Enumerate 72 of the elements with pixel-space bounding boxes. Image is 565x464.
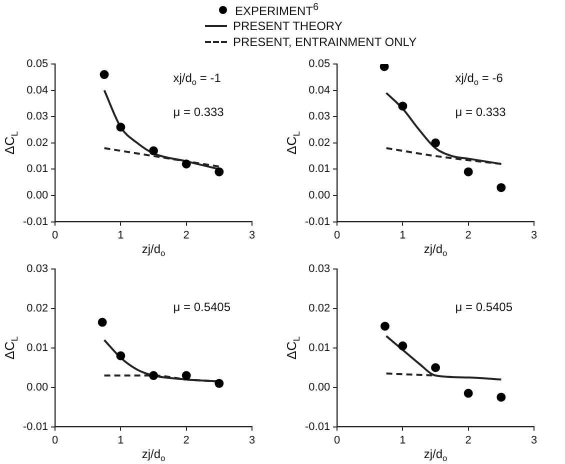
y-tick-label: 0.03 [26,110,48,123]
y-tick-label: 0.03 [308,110,330,123]
point [116,122,126,132]
point [149,146,158,156]
y-tick-label: 0.00 [26,190,48,202]
point [214,378,224,388]
x-tick-label: 0 [334,434,340,446]
point [98,318,107,327]
y-tick-label: -0.01 [304,216,330,228]
y-tick-label: 0.00 [26,381,48,394]
annotation: μ = 0.333 [455,105,506,119]
point [464,388,473,398]
y-axis-title: ΔCL [2,336,20,360]
y-tick-label: 0.02 [308,302,330,314]
point [464,167,473,176]
point [149,371,158,380]
y-tick-label: -0.01 [22,420,48,433]
y-tick-label: -0.01 [22,216,48,228]
point [431,363,440,372]
legend-label: PRESENT, ENTRAINMENT ONLY [233,35,417,49]
y-tick-label: 0.01 [26,163,48,176]
x-tick-label: 3 [248,434,256,446]
x-tick-label: 2 [183,229,190,242]
line-series [385,335,502,380]
x-tick-label: 1 [118,229,124,242]
x-tick-label: 1 [400,229,406,242]
x-tick-label: 1 [400,434,406,446]
y-tick-label: 0.02 [26,302,48,314]
x-tick-label: 3 [530,229,538,242]
x-tick-label: 3 [248,229,256,242]
x-tick-label: 3 [530,434,538,446]
annotation: μ = 0.5405 [173,300,231,314]
point [182,159,191,168]
x-tick-label: 0 [52,434,58,446]
y-tick-label: 0.00 [308,190,330,202]
x-tick-label: 2 [183,434,190,446]
y-tick-label: 0.04 [308,84,330,96]
y-tick-label: -0.01 [304,420,330,433]
point [496,392,506,402]
x-tick-label: 0 [52,229,58,242]
y-tick-label: 0.01 [308,342,330,354]
x-tick-label: 1 [118,434,124,446]
annotation: μ = 0.333 [173,105,224,119]
point [496,183,506,192]
y-tick-label: 0.03 [26,263,48,276]
y-axis-title: ΔCL [284,131,302,154]
y-tick-label: 0.05 [26,58,48,70]
y-tick-label: 0.00 [308,381,330,394]
y-tick-label: 0.03 [308,263,330,276]
annotation: μ = 0.5405 [455,300,513,314]
point [398,102,408,111]
legend-label: EXPERIMENT$^{6}$ [235,2,319,18]
point [380,322,390,331]
y-tick-label: 0.01 [26,342,48,354]
point [182,371,191,380]
y-tick-label: 0.02 [26,136,48,149]
y-tick-label: 0.02 [308,136,330,149]
y-tick-label: 0.01 [308,163,330,176]
point [214,167,224,176]
point [116,351,126,360]
point [380,64,389,72]
legend-label: PRESENT THEORY [233,19,342,33]
x-tick-label: 0 [334,229,340,242]
point [431,138,440,148]
point [100,70,109,80]
y-tick-label: 0.04 [26,84,48,96]
y-axis-title: ΔCL [284,336,302,360]
x-tick-label: 2 [465,434,472,446]
point [398,341,408,350]
x-tick-label: 2 [465,229,472,242]
y-axis-title: ΔCL [2,131,20,154]
y-tick-label: 0.05 [308,58,330,70]
